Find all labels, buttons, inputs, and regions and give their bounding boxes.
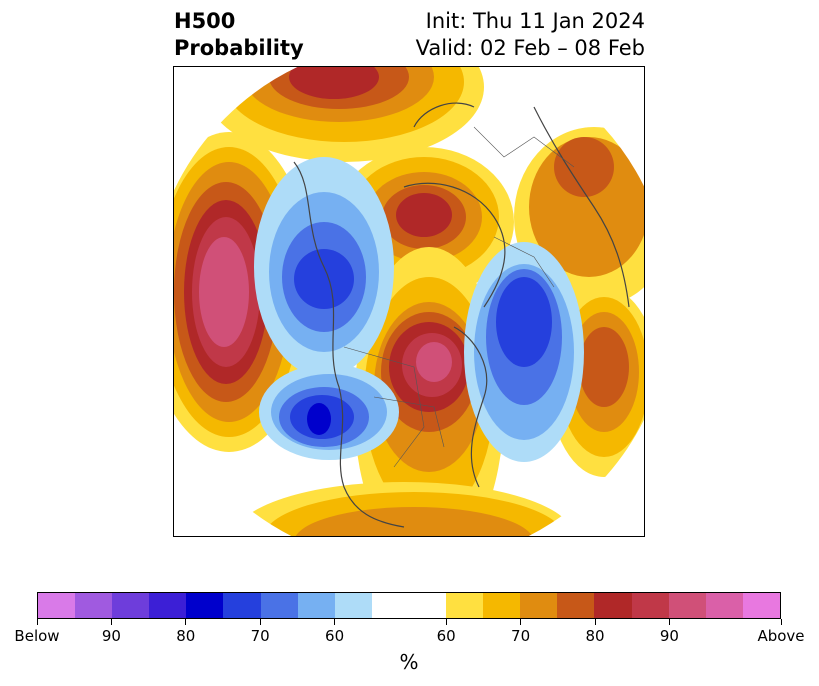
southern-above-arc	[234, 482, 574, 536]
colorbar-tick	[334, 619, 336, 625]
colorbar-above-segment	[668, 593, 706, 618]
colorbar-tick-label: 60	[325, 627, 345, 645]
colorbar-below-segment	[38, 593, 76, 618]
colorbar-above-segment	[594, 593, 632, 618]
colorbar-above-segment	[557, 593, 595, 618]
colorbar-tick-label: 60	[436, 627, 456, 645]
colorbar-tick	[36, 619, 38, 625]
colorbar-tick	[594, 619, 596, 625]
colorbar-tick-label: 70	[250, 627, 270, 645]
colorbar-tick-label: Above	[757, 627, 805, 645]
colorbar-above-segment	[483, 593, 521, 618]
init-date: Init: Thu 11 Jan 2024	[425, 9, 645, 33]
probability-map	[174, 67, 644, 536]
colorbar-tick	[668, 619, 670, 625]
colorbar-tick-label: Below	[14, 627, 60, 645]
colorbar-above-segment	[520, 593, 558, 618]
colorbar-below-segment	[297, 593, 335, 618]
title-right: Init: Thu 11 Jan 2024 Valid: 02 Feb – 08…	[416, 8, 645, 62]
colorbar-above-segment	[705, 593, 743, 618]
colorbar-tick-label: 80	[585, 627, 605, 645]
title-kind: Probability	[174, 36, 304, 60]
colorbar-above-segment	[631, 593, 669, 618]
colorbar-above-segment	[742, 593, 780, 618]
colorbar-tick-label: 70	[511, 627, 531, 645]
arctic-above-anomaly	[204, 67, 484, 162]
colorbar-tick	[780, 619, 782, 625]
colorbar-below-segment	[260, 593, 298, 618]
title-variable: H500	[174, 9, 236, 33]
colorbar-below-segment	[186, 593, 224, 618]
colorbar	[37, 592, 781, 619]
country-borders	[343, 126, 575, 468]
colorbar-tick	[520, 619, 522, 625]
colorbar-tick-label: 90	[659, 627, 679, 645]
colorbar-below-segment	[112, 593, 150, 618]
europe-below-anomaly	[464, 242, 584, 462]
map-panel	[173, 66, 645, 537]
title-left: H500 Probability	[174, 8, 304, 62]
colorbar-below-segment	[75, 593, 113, 618]
colorbar-tick-label: 90	[101, 627, 121, 645]
valid-range: Valid: 02 Feb – 08 Feb	[415, 36, 645, 60]
colorbar-tick	[445, 619, 447, 625]
colorbar-tick	[259, 619, 261, 625]
colorbar-neutral-segment	[371, 593, 447, 618]
colorbar-tick	[110, 619, 112, 625]
colorbar-above-segment	[446, 593, 484, 618]
colorbar-unit: %	[399, 650, 419, 674]
colorbar-below-segment	[334, 593, 372, 618]
coastlines	[293, 102, 630, 528]
colorbar-below-segment	[149, 593, 187, 618]
colorbar-tick	[185, 619, 187, 625]
pacific-below-anomaly	[259, 364, 399, 460]
colorbar-tick-label: 80	[176, 627, 196, 645]
colorbar-below-segment	[223, 593, 261, 618]
siberia-above-anomaly	[334, 147, 514, 297]
